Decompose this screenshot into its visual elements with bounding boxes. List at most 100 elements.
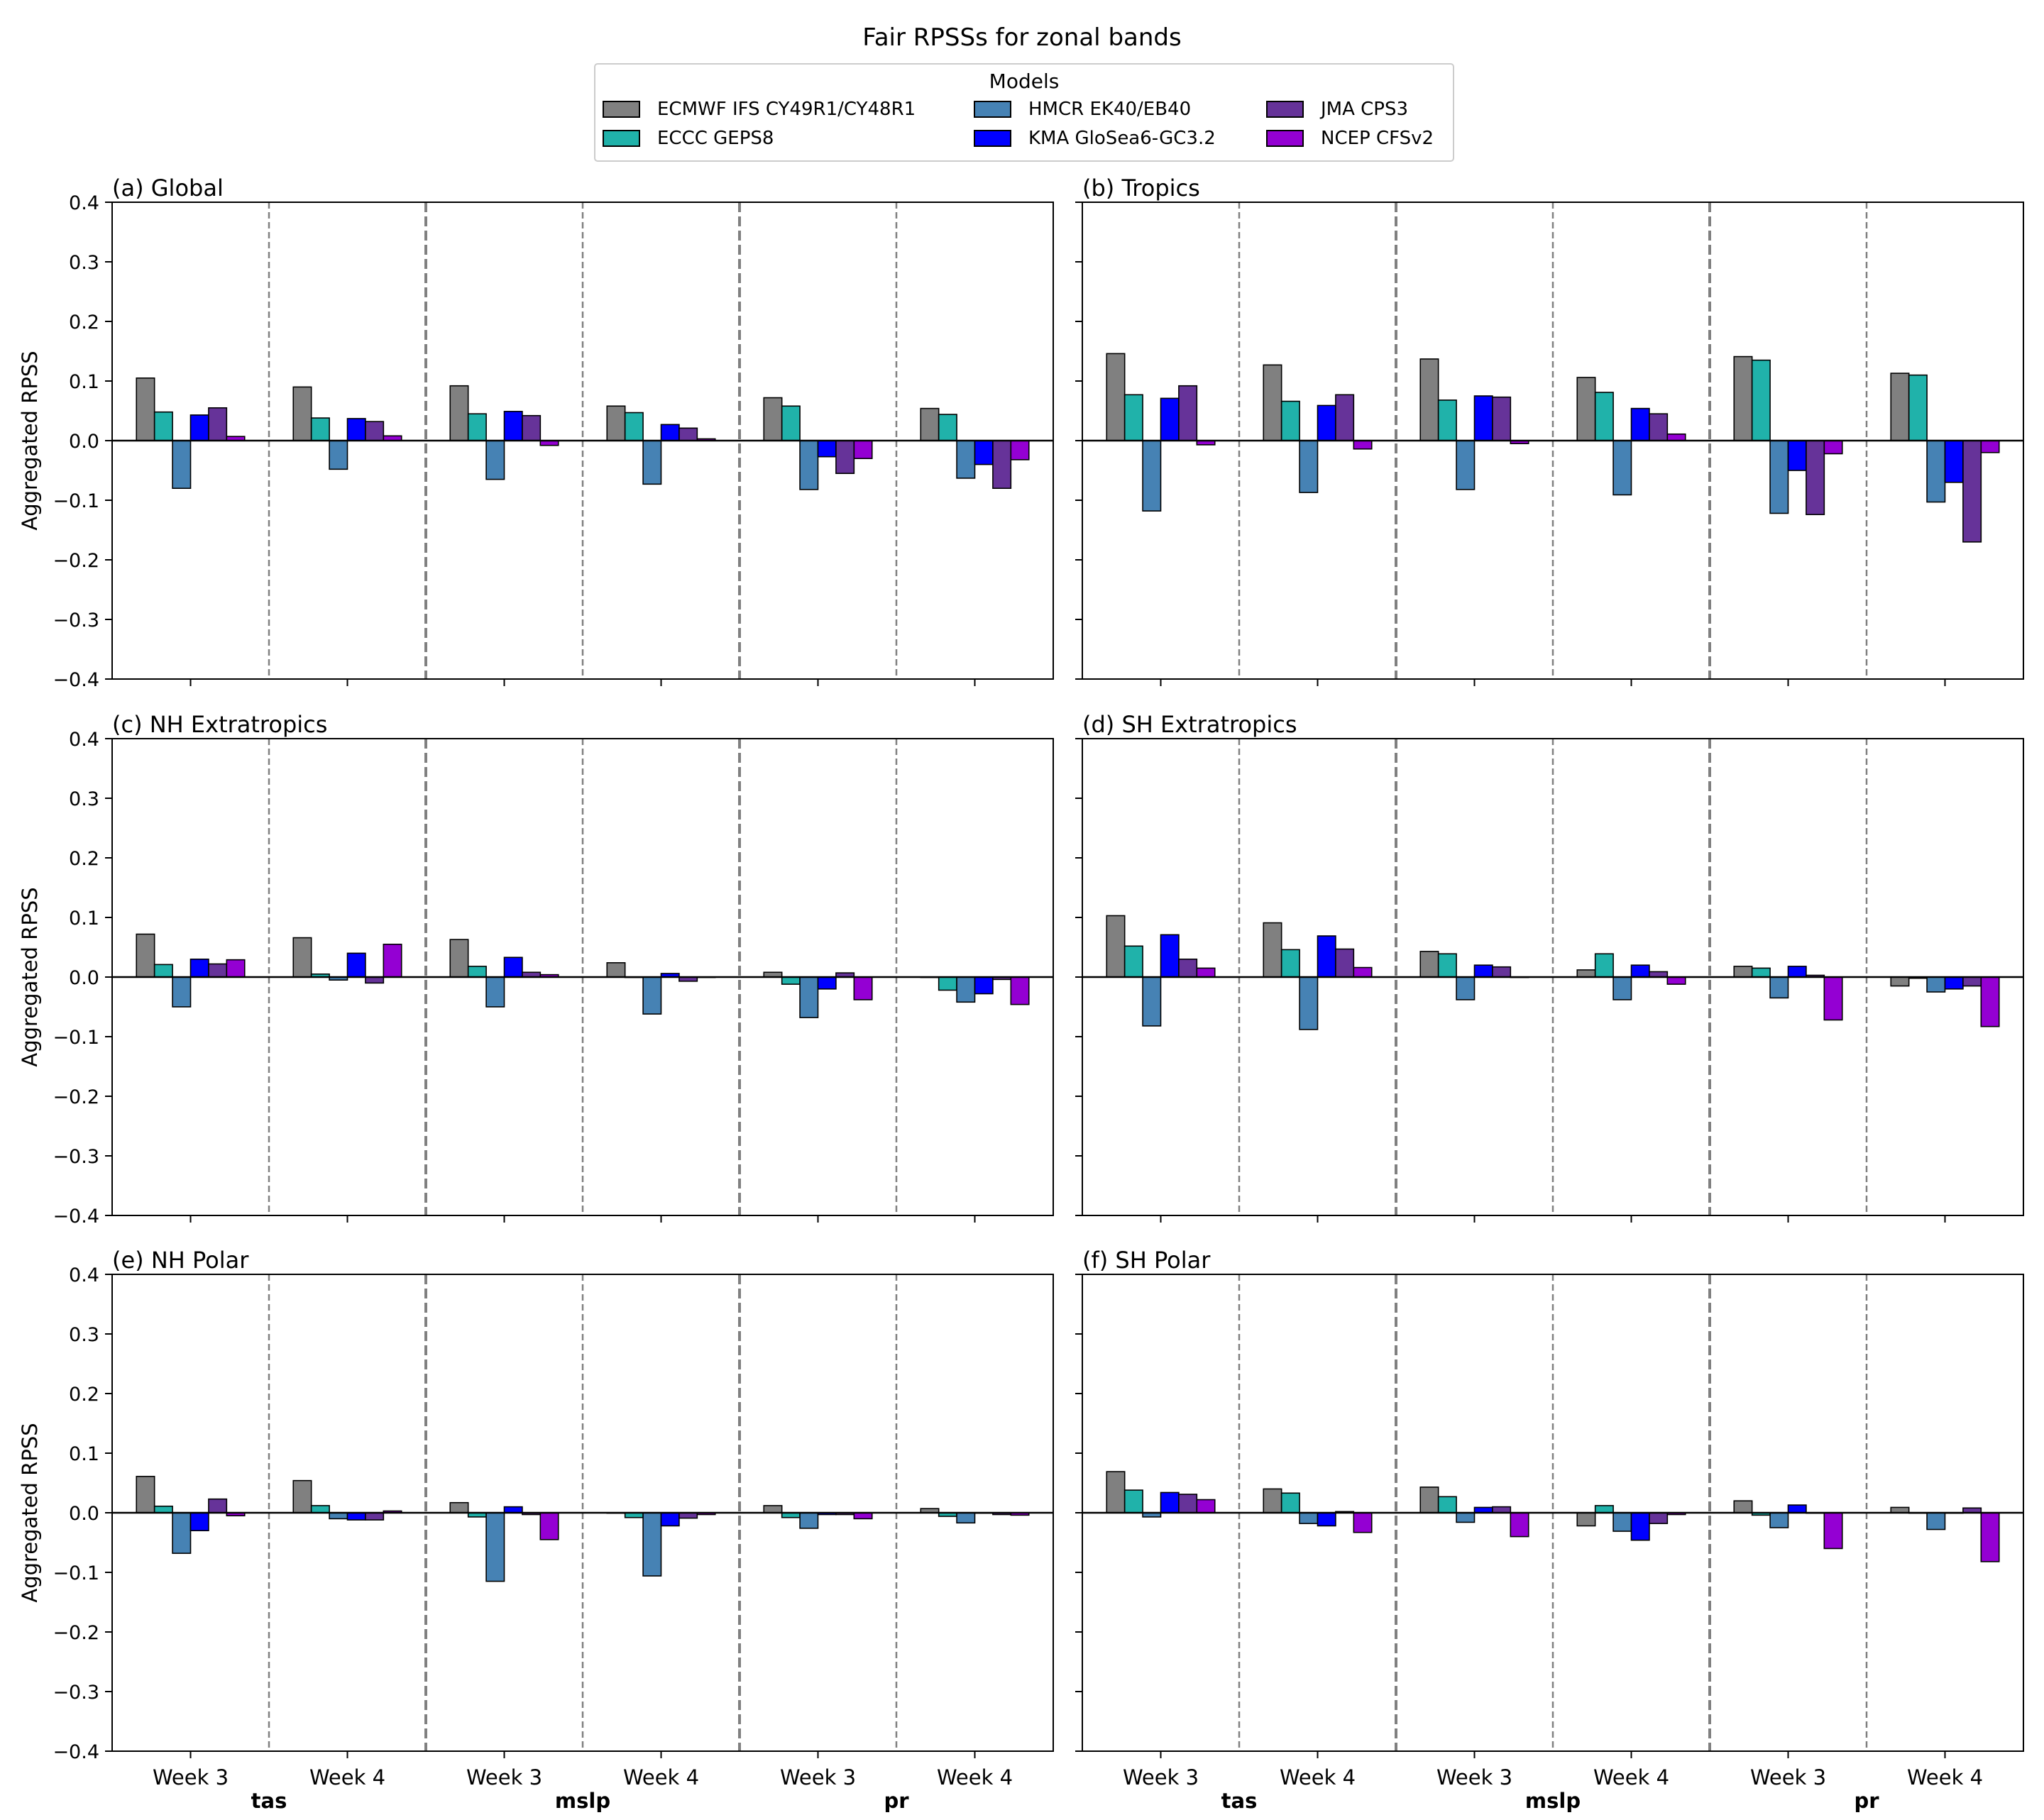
legend-swatch <box>603 101 640 118</box>
panel-title: (d) SH Extratropics <box>1082 711 1297 738</box>
bar <box>763 397 783 441</box>
bar <box>1142 976 1162 1027</box>
bar <box>485 1512 505 1582</box>
bar <box>329 440 348 470</box>
bar <box>1666 433 1686 441</box>
bar <box>1419 951 1439 978</box>
bar <box>1473 395 1493 441</box>
bar <box>1787 1504 1807 1513</box>
bar <box>1456 440 1476 490</box>
y-tick-label: 0.0 <box>69 967 99 989</box>
bar <box>1823 1512 1843 1550</box>
bar <box>1962 976 1982 987</box>
variable-label: tas <box>1221 1789 1258 1813</box>
bar <box>310 417 330 441</box>
y-tick-label: 0.2 <box>69 848 99 870</box>
panel-title: (a) Global <box>112 175 224 202</box>
bar <box>449 1501 469 1513</box>
bar <box>642 976 662 1015</box>
bar <box>1649 1512 1669 1524</box>
bar <box>172 976 192 1008</box>
bar <box>781 405 801 441</box>
axes-frame <box>111 202 1054 680</box>
bar <box>539 1512 559 1540</box>
legend-label: KMA GloSea6-GC3.2 <box>1028 128 1216 149</box>
bar <box>365 976 385 984</box>
y-tick-label: −0.1 <box>53 490 99 512</box>
legend-frame <box>594 63 1454 162</box>
bar <box>1751 967 1771 978</box>
figure-title: Fair RPSSs for zonal bands <box>862 23 1181 52</box>
bar <box>956 440 976 479</box>
bar <box>136 933 155 978</box>
variable-label: mslp <box>1525 1789 1581 1813</box>
bar <box>1263 1488 1282 1513</box>
panel-nh-polar: (e) NH Polar 0.4 0.3 0.2 0.1 0.0 −0.1 −0.2 −0.3 −… <box>18 1247 1054 1813</box>
bar <box>1666 976 1686 985</box>
bar <box>1890 373 1910 441</box>
y-tick-label: −0.3 <box>53 610 99 632</box>
bar <box>1823 440 1843 455</box>
bar <box>1335 394 1355 441</box>
bar <box>1353 1512 1373 1533</box>
bar <box>1160 934 1180 978</box>
bar <box>1317 404 1336 441</box>
legend-swatch <box>974 130 1011 147</box>
bar <box>1419 1487 1439 1513</box>
bar <box>1733 1500 1753 1513</box>
bar <box>1160 1491 1180 1513</box>
bar <box>208 963 228 978</box>
legend-swatch <box>603 130 640 147</box>
bar <box>1123 394 1143 441</box>
legend-item: ECMWF IFS CY49R1/CY48R1 <box>603 99 916 120</box>
y-tick-label: −0.4 <box>53 669 99 691</box>
y-tick-label: 0.4 <box>69 1264 99 1286</box>
y-tick-label: −0.2 <box>53 1622 99 1644</box>
bar <box>365 1512 385 1521</box>
bar <box>153 964 173 978</box>
bar <box>1769 1512 1789 1528</box>
legend-label: JMA CPS3 <box>1319 99 1408 120</box>
bar <box>1178 385 1198 441</box>
bar <box>449 385 469 441</box>
bar <box>1944 976 1964 990</box>
bar <box>1280 949 1300 978</box>
bar <box>1823 976 1843 1021</box>
x-tick-label: Week 4 <box>1907 1765 1983 1789</box>
y-tick-label: −0.1 <box>53 1027 99 1049</box>
bar <box>1473 964 1493 978</box>
bar <box>1299 440 1319 493</box>
y-tick-label: 0.3 <box>69 1324 99 1346</box>
y-tick-label: −0.4 <box>53 1206 99 1228</box>
bar <box>310 1505 330 1513</box>
bar <box>1492 396 1512 441</box>
bar <box>1142 440 1162 512</box>
bar <box>1612 1512 1632 1532</box>
y-tick-label: 0.0 <box>69 431 99 453</box>
bar <box>624 412 644 441</box>
x-tick-label: Week 3 <box>1750 1765 1826 1789</box>
bar <box>136 377 155 441</box>
bar <box>1010 440 1030 460</box>
y-tick-label: 0.3 <box>69 788 99 810</box>
legend-label: ECMWF IFS CY49R1/CY48R1 <box>657 99 916 120</box>
bar <box>208 407 228 441</box>
y-tick-label: 0.1 <box>69 371 99 393</box>
legend-label: ECCC GEPS8 <box>657 128 774 149</box>
bar <box>1280 1492 1300 1513</box>
legend-item: HMCR EK40/EB40 <box>974 99 1191 120</box>
bar <box>1908 374 1928 441</box>
bar <box>1630 407 1650 441</box>
bar <box>346 418 366 441</box>
bar <box>1299 976 1319 1030</box>
bar <box>1437 399 1457 441</box>
legend-item: NCEP CFSv2 <box>1266 128 1434 149</box>
bar <box>1594 953 1614 978</box>
y-tick-label: 0.0 <box>69 1503 99 1525</box>
bar <box>1106 353 1126 441</box>
bar <box>853 440 873 460</box>
bar <box>660 1512 680 1527</box>
bar <box>1576 1512 1596 1527</box>
bar <box>1926 440 1946 503</box>
